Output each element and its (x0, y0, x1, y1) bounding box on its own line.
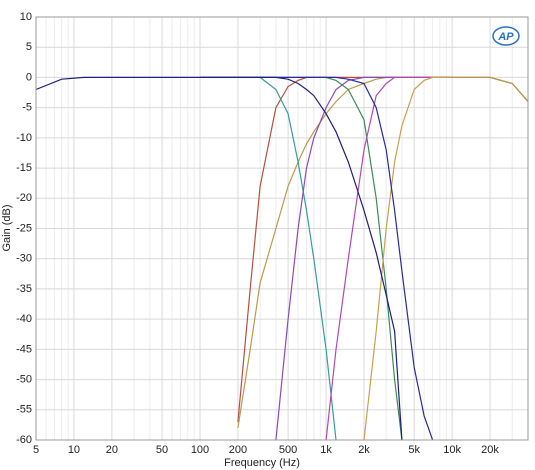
x-tick-label: 20 (106, 444, 118, 456)
y-tick-label: -30 (16, 253, 32, 265)
x-tick-label: 2k (358, 444, 370, 456)
series-line (325, 76, 453, 440)
plot (36, 76, 528, 440)
x-tick-label: 200 (229, 444, 247, 456)
y-tick-label: -60 (16, 434, 32, 446)
y-tick-label: -5 (22, 102, 32, 114)
x-tick-label: 50 (156, 444, 168, 456)
x-tick-label: 500 (279, 444, 297, 456)
x-tick-label: 1k (320, 444, 332, 456)
series-line (237, 76, 528, 428)
y-tick-label: -20 (16, 192, 32, 204)
y-tick-label: -50 (16, 373, 32, 385)
y-tick-label: 5 (26, 41, 32, 53)
y-tick-label: 10 (20, 11, 32, 23)
y-tick-label: -45 (16, 343, 32, 355)
y-axis-label: Gain (dB) (1, 204, 13, 251)
x-tick-label: 100 (191, 444, 209, 456)
y-tick-label: 0 (26, 71, 32, 83)
y-tick-label: -15 (16, 162, 32, 174)
y-tick-label: -35 (16, 283, 32, 295)
series-line (363, 76, 453, 440)
x-tick-label: 5k (408, 444, 420, 456)
y-tick-label: -40 (16, 313, 32, 325)
y-tick-label: -25 (16, 222, 32, 234)
series-line (237, 76, 528, 422)
x-axis-label: Frequency (Hz) (224, 457, 300, 469)
x-tick-label: 5 (33, 444, 39, 456)
x-tick-label: 10k (443, 444, 461, 456)
series-line (36, 76, 403, 440)
y-tick-label: -10 (16, 132, 32, 144)
logo: AP (497, 31, 514, 43)
plot-frame (35, 16, 529, 441)
x-tick-label: 20k (481, 444, 499, 456)
x-tick-label: 10 (68, 444, 80, 456)
logo-ring (492, 26, 520, 46)
y-tick-label: -55 (16, 404, 32, 416)
